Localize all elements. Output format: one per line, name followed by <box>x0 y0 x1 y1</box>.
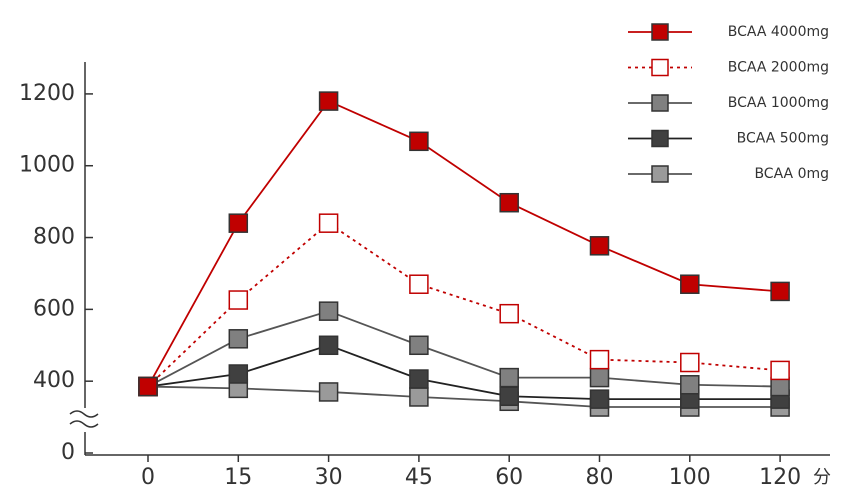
legend-label: BCAA 4000mg <box>728 24 829 40</box>
marker <box>409 131 429 152</box>
legend-label: BCAA 500mg <box>737 131 829 147</box>
series-line <box>147 310 781 388</box>
legend-label: BCAA 2000mg <box>728 60 829 76</box>
x-tick-label: 45 <box>405 465 433 490</box>
marker <box>228 213 249 233</box>
marker <box>589 236 610 256</box>
marker <box>680 352 700 373</box>
marker <box>138 376 158 397</box>
x-axis-label: 分 <box>813 467 831 488</box>
marker <box>589 349 610 370</box>
marker <box>680 274 700 294</box>
marker <box>318 335 339 356</box>
y-tick-label: 600 <box>33 296 75 321</box>
marker <box>318 382 339 402</box>
legend-label: BCAA 1000mg <box>728 95 829 111</box>
y-tick-label: 1000 <box>19 153 75 178</box>
x-tick-label: 30 <box>315 465 343 490</box>
legend-marker <box>651 129 669 148</box>
marker <box>589 389 610 409</box>
marker <box>409 369 429 389</box>
series-line <box>147 222 781 388</box>
marker <box>228 364 249 384</box>
marker <box>499 303 519 324</box>
legend-marker <box>651 23 669 41</box>
x-tick-label: 100 <box>669 465 711 490</box>
marker <box>409 387 429 407</box>
y-tick-label: 800 <box>33 225 75 250</box>
y-tick-label: 400 <box>33 368 75 393</box>
x-tick-label: 120 <box>759 465 801 490</box>
marker <box>318 301 339 321</box>
marker <box>318 213 339 233</box>
marker <box>409 335 429 356</box>
marker <box>499 386 519 407</box>
marker <box>770 281 790 302</box>
y-tick-label: 1200 <box>19 81 75 106</box>
x-tick-label: 15 <box>224 465 252 490</box>
y-tick-label: 0 <box>61 440 75 465</box>
marker <box>409 274 429 294</box>
legend-marker <box>651 58 669 77</box>
marker <box>589 367 610 388</box>
legend-label: BCAA 0mg <box>754 166 829 182</box>
marker <box>499 192 519 213</box>
legend-marker <box>651 94 669 112</box>
x-tick-label: 80 <box>586 465 614 490</box>
marker <box>499 367 519 388</box>
x-tick-label: 60 <box>495 465 523 490</box>
marker <box>318 91 339 111</box>
legend-marker <box>651 165 669 183</box>
marker <box>228 329 249 349</box>
x-tick-label: 0 <box>141 465 155 490</box>
marker <box>770 360 790 381</box>
series-line <box>147 385 781 408</box>
series-line <box>147 344 781 401</box>
series-line <box>147 99 781 388</box>
marker <box>680 375 700 395</box>
marker <box>228 290 249 310</box>
axis-break <box>69 410 99 428</box>
marker <box>770 376 790 397</box>
